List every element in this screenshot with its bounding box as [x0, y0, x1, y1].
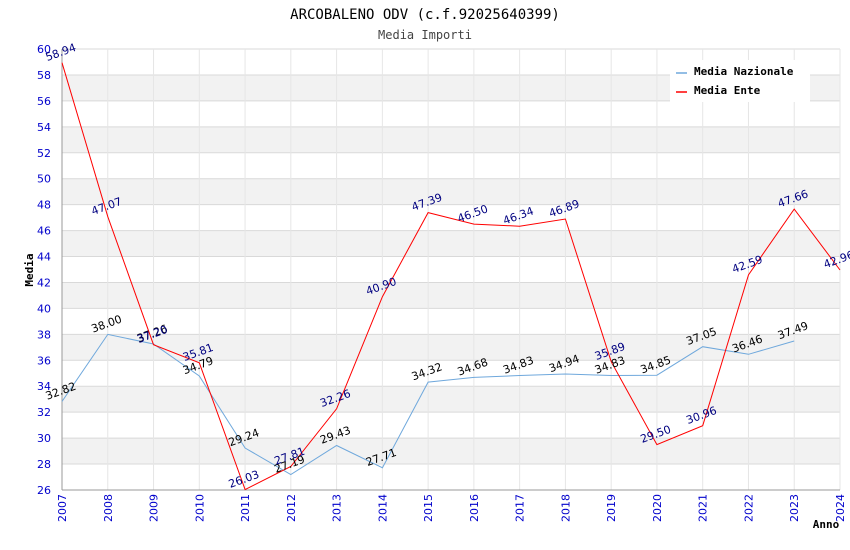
- y-tick-label: 52: [37, 147, 51, 160]
- x-tick-label: 2019: [605, 494, 618, 522]
- grid-band: [62, 100, 840, 127]
- x-axis: 2007 2008 2009 2010 2011 2012 2013 2014 2015 2016…: [56, 494, 847, 522]
- grid-band: [62, 412, 840, 439]
- x-tick-label: 2007: [56, 494, 69, 522]
- grid-band: [62, 126, 840, 153]
- y-tick-label: 32: [37, 406, 51, 419]
- x-tick-label: 2011: [239, 494, 252, 522]
- chart-subtitle: Media Importi: [378, 28, 472, 42]
- y-tick-label: 36: [37, 354, 51, 367]
- x-tick-label: 2024: [834, 494, 847, 522]
- y-tick-label: 30: [37, 432, 51, 445]
- x-tick-label: 2017: [514, 494, 527, 522]
- y-tick-label: 54: [37, 121, 51, 134]
- y-axis-label: Media: [23, 253, 36, 286]
- y-tick-label: 28: [37, 458, 51, 471]
- x-axis-label: Anno: [813, 518, 840, 531]
- x-tick-label: 2014: [376, 494, 389, 522]
- y-tick-label: 26: [37, 484, 51, 497]
- grid-band: [62, 256, 840, 283]
- grid-band: [62, 282, 840, 309]
- y-tick-label: 60: [37, 43, 51, 56]
- x-tick-label: 2012: [285, 494, 298, 522]
- grid-lines: [61, 48, 841, 491]
- grid-band: [62, 464, 840, 490]
- y-tick-label: 58: [37, 69, 51, 82]
- y-tick-label: 42: [37, 276, 51, 289]
- legend-label-nazionale: Media Nazionale: [694, 65, 794, 78]
- y-tick-label: 46: [37, 225, 51, 238]
- x-tick-label: 2023: [788, 494, 801, 522]
- x-tick-label: 2013: [331, 494, 344, 522]
- x-tick-label: 2010: [193, 494, 206, 522]
- legend: Media Nazionale Media Ente: [670, 60, 810, 102]
- grid-band: [62, 152, 840, 179]
- y-tick-label: 34: [37, 380, 51, 393]
- grid-band: [62, 230, 840, 257]
- x-tick-label: 2016: [468, 494, 481, 522]
- grid-bands: [62, 49, 840, 490]
- x-tick-label: 2020: [651, 494, 664, 522]
- grid-band: [62, 334, 840, 361]
- x-tick-label: 2015: [422, 494, 435, 522]
- grid-band: [62, 386, 840, 413]
- legend-box: [670, 60, 810, 102]
- legend-label-ente: Media Ente: [694, 84, 761, 97]
- series-line-nazionale: [61, 333, 795, 476]
- x-tick-label: 2018: [559, 494, 572, 522]
- x-tick-label: 2022: [742, 494, 755, 522]
- chart-title: ARCOBALENO ODV (c.f.92025640399): [290, 7, 560, 23]
- grid-band: [62, 360, 840, 387]
- grid-band: [62, 308, 840, 335]
- y-tick-label: 38: [37, 328, 51, 341]
- series-lines: [61, 62, 841, 491]
- grid-band: [62, 204, 840, 231]
- grid-band: [62, 178, 840, 205]
- y-tick-label: 48: [37, 199, 51, 212]
- series-line-ente: [61, 62, 841, 491]
- y-tick-label: 40: [37, 302, 51, 315]
- grid-band: [62, 438, 840, 465]
- y-axis: 26 28 30 32 34 36 38 40 42 44 46 48 50 52 54 56 58 60: [37, 43, 51, 497]
- x-tick-label: 2021: [697, 494, 710, 522]
- y-tick-label: 44: [37, 251, 51, 264]
- y-tick-label: 56: [37, 95, 51, 108]
- y-tick-label: 50: [37, 173, 51, 186]
- x-tick-label: 2008: [102, 494, 115, 522]
- x-tick-label: 2009: [148, 494, 161, 522]
